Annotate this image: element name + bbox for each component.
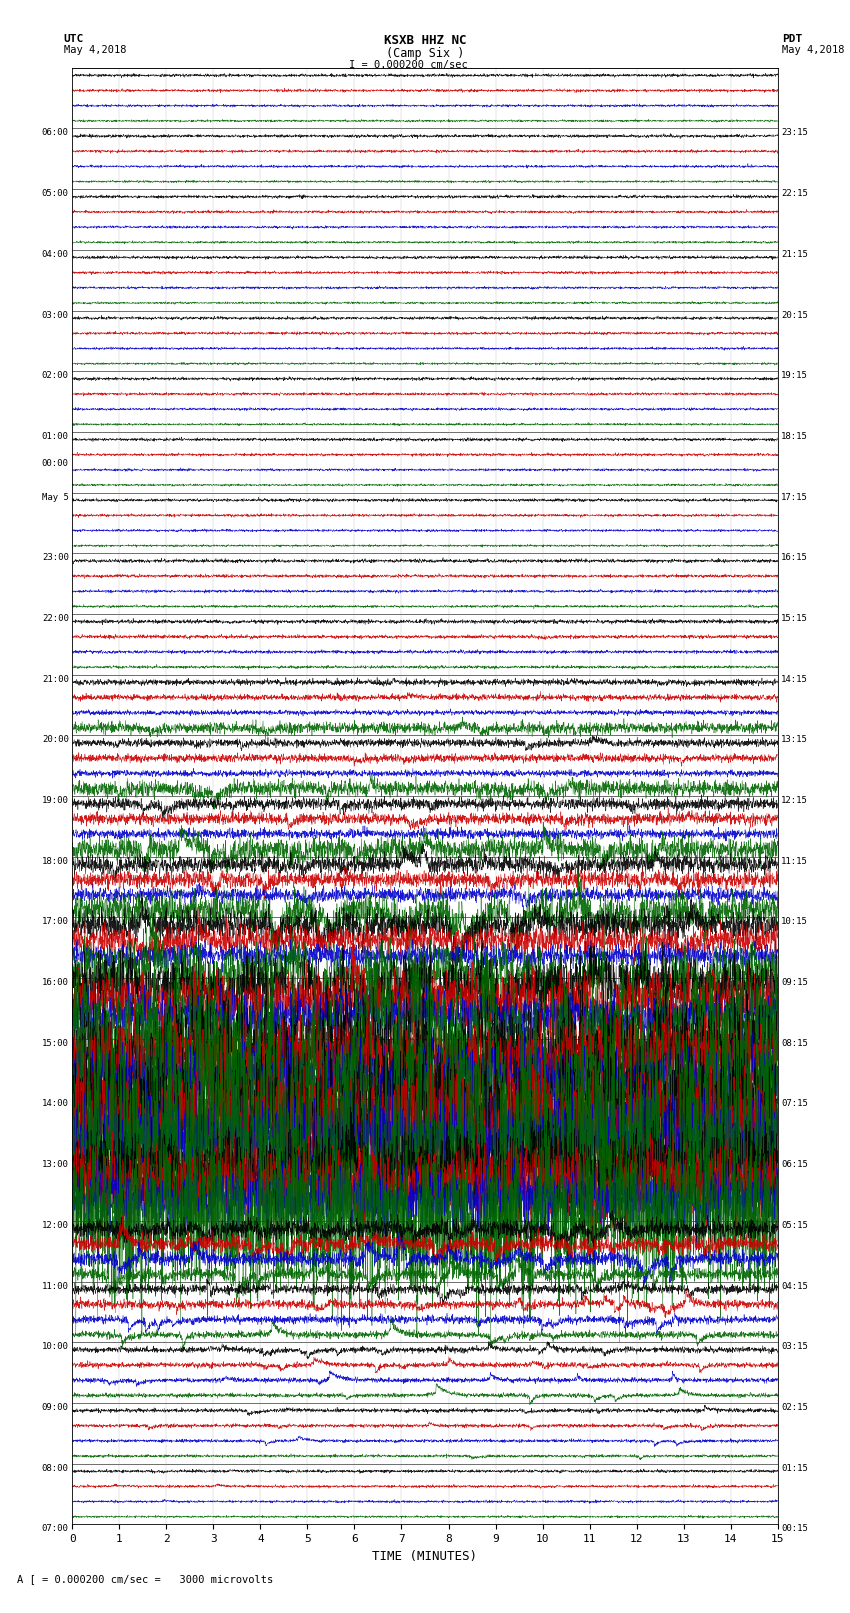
Text: 15:00: 15:00 [42, 1039, 69, 1048]
Text: 06:00: 06:00 [42, 129, 69, 137]
Text: 07:15: 07:15 [781, 1100, 808, 1108]
Text: 04:00: 04:00 [42, 250, 69, 258]
Text: May 4,2018: May 4,2018 [64, 45, 127, 55]
Text: UTC: UTC [64, 34, 84, 44]
Text: 19:15: 19:15 [781, 371, 808, 381]
Text: 10:15: 10:15 [781, 918, 808, 926]
Text: 02:00: 02:00 [42, 371, 69, 381]
Text: 18:15: 18:15 [781, 432, 808, 440]
Text: 05:15: 05:15 [781, 1221, 808, 1229]
Text: I = 0.000200 cm/sec: I = 0.000200 cm/sec [348, 60, 468, 69]
Text: 14:15: 14:15 [781, 674, 808, 684]
Text: 06:15: 06:15 [781, 1160, 808, 1169]
Text: 11:15: 11:15 [781, 857, 808, 866]
Text: 19:00: 19:00 [42, 797, 69, 805]
Text: 01:00: 01:00 [42, 432, 69, 440]
Text: 23:15: 23:15 [781, 129, 808, 137]
Text: 12:00: 12:00 [42, 1221, 69, 1229]
Text: A [ = 0.000200 cm/sec =   3000 microvolts: A [ = 0.000200 cm/sec = 3000 microvolts [17, 1574, 273, 1584]
Text: 13:00: 13:00 [42, 1160, 69, 1169]
Text: 03:00: 03:00 [42, 311, 69, 319]
Text: 10:00: 10:00 [42, 1342, 69, 1352]
Text: 21:15: 21:15 [781, 250, 808, 258]
Text: 03:15: 03:15 [781, 1342, 808, 1352]
Text: 14:00: 14:00 [42, 1100, 69, 1108]
X-axis label: TIME (MINUTES): TIME (MINUTES) [372, 1550, 478, 1563]
Text: 09:00: 09:00 [42, 1403, 69, 1411]
Text: (Camp Six ): (Camp Six ) [386, 47, 464, 60]
Text: 16:00: 16:00 [42, 977, 69, 987]
Text: 22:00: 22:00 [42, 615, 69, 623]
Text: 04:15: 04:15 [781, 1281, 808, 1290]
Text: May 4,2018: May 4,2018 [782, 45, 845, 55]
Text: 07:00: 07:00 [42, 1524, 69, 1534]
Text: 05:00: 05:00 [42, 189, 69, 198]
Text: KSXB HHZ NC: KSXB HHZ NC [383, 34, 467, 47]
Text: 18:00: 18:00 [42, 857, 69, 866]
Text: 23:00: 23:00 [42, 553, 69, 563]
Text: 12:15: 12:15 [781, 797, 808, 805]
Text: 11:00: 11:00 [42, 1281, 69, 1290]
Text: 17:15: 17:15 [781, 492, 808, 502]
Text: 00:00: 00:00 [42, 460, 69, 468]
Text: 16:15: 16:15 [781, 553, 808, 563]
Text: 22:15: 22:15 [781, 189, 808, 198]
Text: 00:15: 00:15 [781, 1524, 808, 1534]
Text: 02:15: 02:15 [781, 1403, 808, 1411]
Text: 17:00: 17:00 [42, 918, 69, 926]
Text: 15:15: 15:15 [781, 615, 808, 623]
Text: 20:15: 20:15 [781, 311, 808, 319]
Text: 21:00: 21:00 [42, 674, 69, 684]
Text: 08:15: 08:15 [781, 1039, 808, 1048]
Text: 09:15: 09:15 [781, 977, 808, 987]
Text: 01:15: 01:15 [781, 1463, 808, 1473]
Text: PDT: PDT [782, 34, 802, 44]
Text: 13:15: 13:15 [781, 736, 808, 744]
Text: 08:00: 08:00 [42, 1463, 69, 1473]
Text: May 5: May 5 [42, 492, 69, 502]
Text: 20:00: 20:00 [42, 736, 69, 744]
